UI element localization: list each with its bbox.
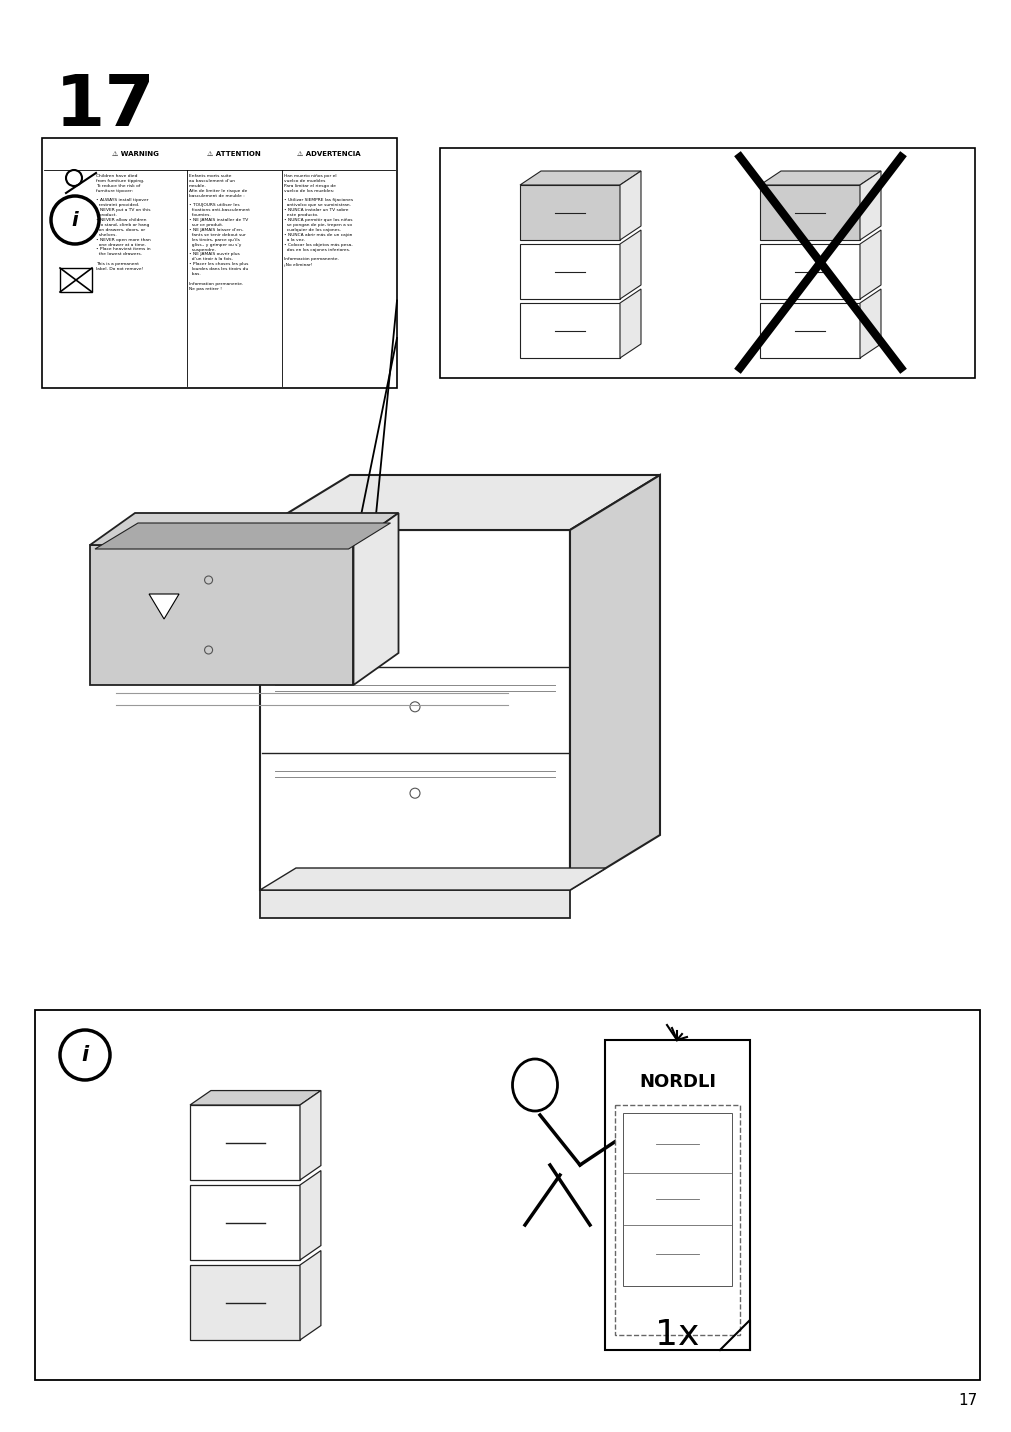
Text: ⚠ ATTENTION: ⚠ ATTENTION (207, 150, 261, 158)
Bar (42, 137, 396, 388)
Polygon shape (299, 1250, 320, 1340)
Polygon shape (190, 1091, 320, 1106)
Polygon shape (620, 231, 640, 299)
Polygon shape (299, 1170, 320, 1260)
Text: Han muerto niños por el
vuelco de muebles
Para limitar el riesgo de
vuelco de lo: Han muerto niños por el vuelco de mueble… (284, 175, 353, 266)
Polygon shape (569, 475, 659, 891)
Polygon shape (859, 231, 881, 299)
Text: ⚠ WARNING: ⚠ WARNING (111, 150, 159, 158)
Polygon shape (260, 868, 606, 891)
Polygon shape (299, 1091, 320, 1180)
Bar (623, 1113, 731, 1286)
Bar (60, 268, 92, 292)
Bar (440, 147, 974, 378)
Polygon shape (759, 170, 881, 185)
Polygon shape (260, 891, 569, 918)
Text: 1x: 1x (655, 1317, 699, 1352)
Polygon shape (353, 513, 398, 684)
Polygon shape (620, 170, 640, 241)
Bar (43, 140, 394, 170)
Text: 17: 17 (957, 1393, 977, 1408)
Polygon shape (759, 304, 859, 358)
Polygon shape (520, 243, 620, 299)
Polygon shape (260, 475, 659, 530)
Text: i: i (81, 1045, 89, 1065)
Ellipse shape (512, 1060, 557, 1111)
Polygon shape (260, 530, 569, 891)
Polygon shape (620, 289, 640, 358)
Text: Enfants morts suite
au basculement d’un
meuble.
Afin de limiter le risque de
bas: Enfants morts suite au basculement d’un … (189, 175, 250, 291)
Polygon shape (95, 523, 390, 548)
Text: 17: 17 (55, 72, 156, 140)
Polygon shape (520, 304, 620, 358)
Polygon shape (190, 1106, 299, 1180)
Bar (615, 1106, 739, 1335)
Polygon shape (520, 185, 620, 241)
Polygon shape (759, 243, 859, 299)
Text: Children have died
from furniture tipping.
To reduce the risk of
furniture tipov: Children have died from furniture tippin… (96, 175, 151, 271)
Polygon shape (190, 1264, 299, 1340)
Polygon shape (759, 185, 859, 241)
Polygon shape (520, 170, 640, 185)
Polygon shape (859, 170, 881, 241)
Polygon shape (149, 594, 179, 619)
Text: i: i (72, 211, 78, 229)
Text: NORDLI: NORDLI (638, 1073, 716, 1091)
Polygon shape (859, 289, 881, 358)
Polygon shape (190, 1186, 299, 1260)
Polygon shape (90, 546, 353, 684)
Polygon shape (90, 513, 398, 546)
Bar (35, 1010, 979, 1380)
Text: ⚠ ADVERTENCIA: ⚠ ADVERTENCIA (297, 150, 361, 158)
Bar (605, 1040, 749, 1350)
